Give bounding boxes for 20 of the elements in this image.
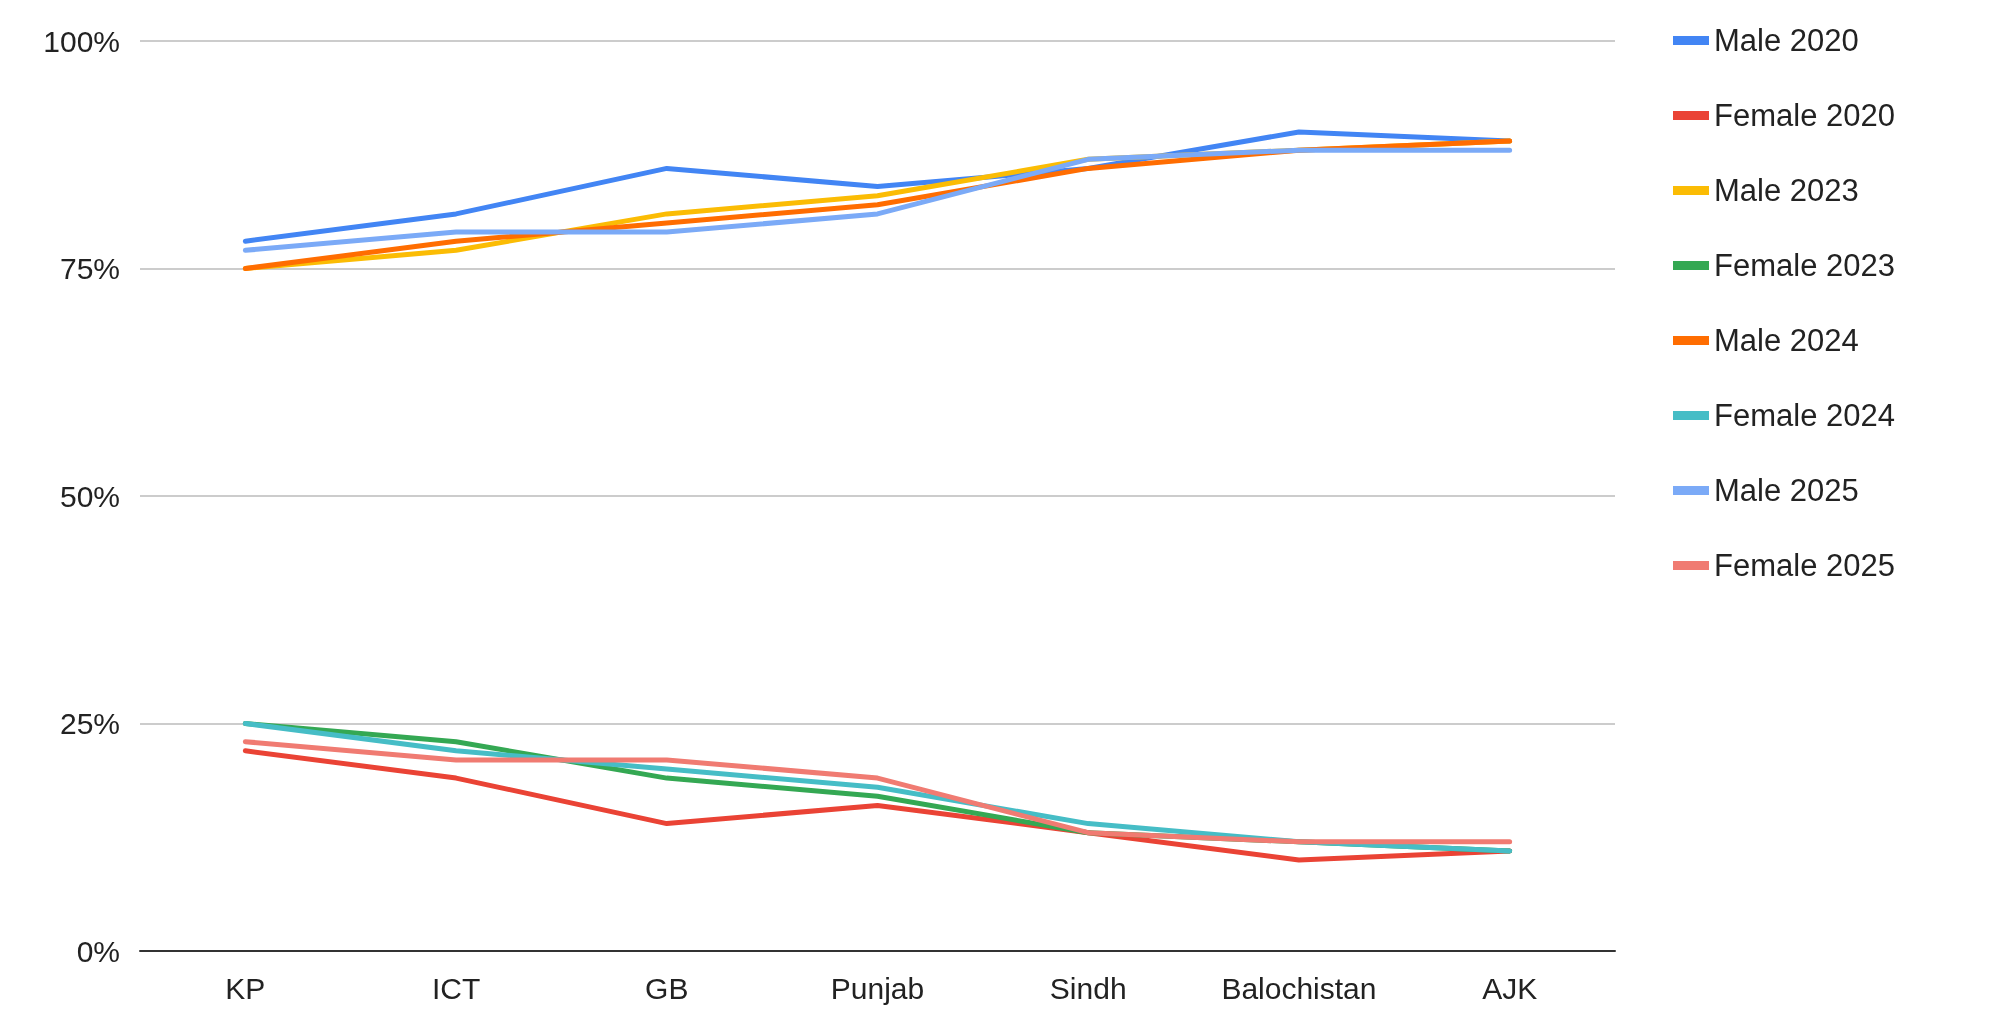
y-tick-label: 75%: [59, 252, 120, 285]
x-tick-label: ICT: [431, 971, 481, 1005]
legend-label: Female 2025: [1714, 548, 1895, 583]
x-tick-label: Sindh: [1049, 971, 1127, 1005]
x-tick-label: Punjab: [830, 971, 925, 1005]
legend-label: Female 2023: [1714, 248, 1895, 283]
legend-label: Female 2024: [1714, 398, 1895, 433]
legend-label: Male 2020: [1714, 23, 1859, 58]
x-tick-label: AJK: [1482, 971, 1538, 1005]
y-tick-label: 25%: [59, 707, 120, 740]
x-tick-label: GB: [645, 971, 689, 1005]
legend-label: Female 2020: [1714, 98, 1895, 133]
y-tick-label: 0%: [76, 934, 120, 968]
y-tick-label: 50%: [59, 479, 120, 513]
x-tick-label: Balochistan: [1221, 971, 1377, 1005]
legend-label: Male 2025: [1714, 473, 1859, 508]
legend-label: Male 2023: [1714, 173, 1859, 208]
y-tick-label: 100%: [43, 24, 120, 58]
x-tick-label: KP: [225, 971, 266, 1005]
legend-label: Male 2024: [1714, 323, 1859, 358]
